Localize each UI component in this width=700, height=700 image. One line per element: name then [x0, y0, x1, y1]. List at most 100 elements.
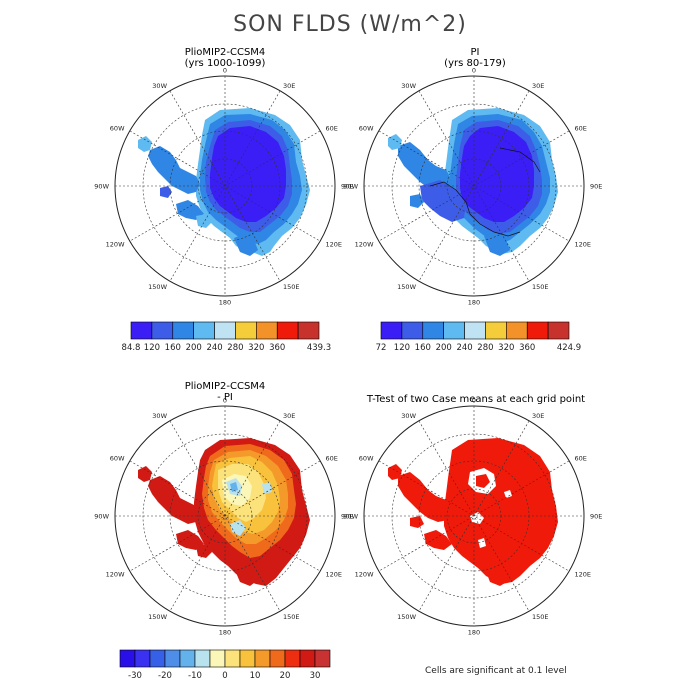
- lon-label: 120E: [326, 571, 343, 579]
- lon-label: 0: [223, 397, 227, 405]
- meridians: [364, 76, 584, 296]
- panel-subtitle-tr: (yrs 80-179): [444, 58, 506, 69]
- sig-peninsula-tip: [388, 464, 402, 480]
- colorbar-swatch: [164, 649, 181, 668]
- lon-label: 150W: [148, 613, 167, 621]
- panel-title-tl: PlioMIP2-CCSM4 (yrs 1000-1099): [130, 47, 320, 69]
- lon-label: 150W: [397, 613, 416, 621]
- sig-peninsula: [398, 472, 452, 522]
- lon-label: 150E: [283, 613, 300, 621]
- field-island-s: [484, 232, 510, 256]
- colorbar-swatch: [297, 321, 320, 340]
- diff-blue-1: [230, 482, 238, 492]
- sig-island-s: [484, 562, 510, 586]
- colorbar-swatch: [506, 321, 528, 340]
- lon-label: 90W: [343, 183, 358, 191]
- colorbar-tick-label: 0: [222, 671, 227, 681]
- lon-label: 180: [219, 299, 231, 307]
- diff-peninsula-tip: [138, 466, 152, 482]
- lon-label: 180: [468, 629, 480, 637]
- diff-island-sw1: [176, 530, 204, 550]
- lon-label: 60E: [575, 125, 587, 133]
- meridians: [364, 406, 584, 626]
- panel-title-tr-main: PI: [470, 47, 480, 58]
- colorbar-swatch: [299, 649, 316, 668]
- lon-label: 30W: [152, 82, 167, 90]
- colorbar-tick-label: 439.3: [307, 343, 331, 353]
- colorbar-tick-label: 200: [186, 343, 202, 353]
- lon-label: 0: [223, 67, 227, 75]
- lon-label: 120W: [106, 241, 125, 249]
- colorbar-swatch: [194, 649, 211, 668]
- colorbar-swatch: [119, 649, 136, 668]
- sig-island-sw1: [424, 530, 452, 550]
- lon-label: 60E: [326, 455, 338, 463]
- colorbar-bl: -30 -20 -10 0 10 20 30: [119, 649, 331, 681]
- lon-label: 60W: [110, 455, 125, 463]
- field-island-sw1: [176, 200, 204, 220]
- colorbar-tick-label: 20: [280, 671, 291, 681]
- lon-label: 120W: [355, 571, 374, 579]
- panel-title-bl-main: PlioMIP2-CCSM4: [184, 381, 266, 392]
- field-peninsula: [148, 146, 200, 194]
- coastline-contour: [429, 147, 541, 237]
- lon-label: 150E: [532, 613, 549, 621]
- lon-label: 90W: [94, 183, 109, 191]
- colorbar-tick-label: 10: [250, 671, 261, 681]
- lon-label: 30W: [401, 412, 416, 420]
- colorbar-tick-label: 280: [227, 343, 243, 353]
- lon-label: 120E: [575, 241, 592, 249]
- sig-island-sw2: [410, 516, 424, 528]
- colorbar-tl: 84.8 120 160 200 240 280 320 360 439.3: [122, 321, 331, 353]
- panel-title-bl: PlioMIP2-CCSM4 - PI: [130, 381, 320, 403]
- colorbar-tick-label: 360: [269, 343, 285, 353]
- field-peninsula-light: [138, 136, 152, 152]
- field-island-w: [160, 186, 172, 198]
- lon-label: 30E: [532, 82, 544, 90]
- nonsig-hole-4: [478, 538, 486, 548]
- colorbar-swatch: [526, 321, 549, 340]
- colorbar-tick-label: 84.8: [122, 343, 141, 353]
- lon-label: 60W: [359, 455, 374, 463]
- colorbar-swatch: [314, 649, 331, 668]
- lon-label: 120E: [575, 571, 592, 579]
- lon-label: 90E: [341, 513, 353, 521]
- colorbar-swatch: [254, 649, 271, 668]
- colorbar-swatch: [284, 649, 301, 668]
- colorbar-tick-label: 200: [436, 343, 452, 353]
- panel-subtitle-bl: - PI: [217, 392, 233, 403]
- lon-label: 30E: [532, 412, 544, 420]
- colorbar-tick-label: 160: [415, 343, 431, 353]
- diff-island-s: [234, 564, 258, 586]
- lon-label: 90W: [343, 513, 358, 521]
- map-panel-br: [363, 405, 585, 627]
- colorbar-tick-label: 360: [519, 343, 535, 353]
- diff-island-sw2: [196, 544, 212, 558]
- colorbar-swatch: [547, 321, 570, 340]
- colorbar-swatch: [464, 321, 486, 340]
- colorbar-swatch: [443, 321, 465, 340]
- colorbar-tick-label: 120: [394, 343, 410, 353]
- colorbar-swatch: [209, 649, 226, 668]
- colorbar-swatch: [179, 649, 196, 668]
- field-island-sw2: [196, 214, 212, 228]
- field-island-s: [234, 234, 258, 256]
- colorbar-swatch: [256, 321, 278, 340]
- colorbar-swatch: [134, 649, 151, 668]
- panel-subtitle-tl: (yrs 1000-1099): [184, 58, 266, 69]
- map-panel-tr: [363, 75, 585, 297]
- lon-label: 90W: [94, 513, 109, 521]
- lon-label: 150W: [397, 283, 416, 291]
- lon-label: 0: [472, 67, 476, 75]
- colorbar-swatch: [193, 321, 215, 340]
- field-shelf-w: [420, 180, 466, 222]
- lon-label: 180: [219, 629, 231, 637]
- colorbar-swatch: [214, 321, 236, 340]
- panel-title-tr: PI (yrs 80-179): [380, 47, 570, 69]
- lon-label: 120W: [355, 241, 374, 249]
- lon-label: 30W: [152, 412, 167, 420]
- sig-main: [444, 438, 558, 584]
- lon-label: 60E: [326, 125, 338, 133]
- lon-label: 60W: [110, 125, 125, 133]
- colorbar-tick-label: 280: [477, 343, 493, 353]
